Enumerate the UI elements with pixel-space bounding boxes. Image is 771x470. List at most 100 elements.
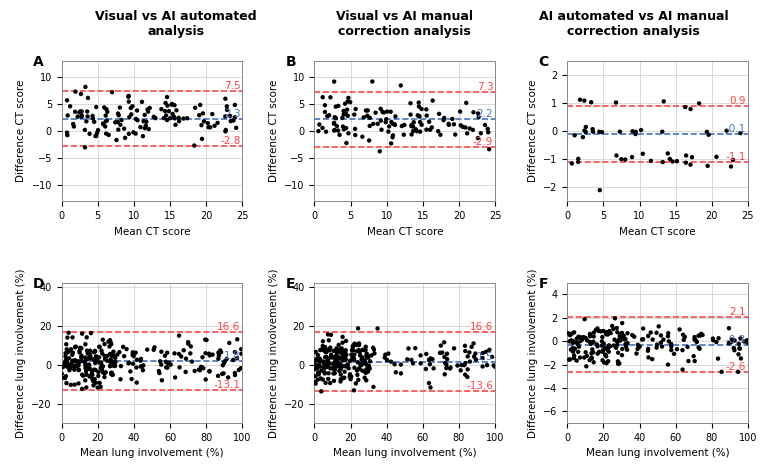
Point	[344, 373, 356, 380]
Point	[665, 346, 678, 354]
Point	[404, 100, 416, 107]
Point	[590, 326, 602, 334]
Point	[106, 357, 118, 365]
Point	[126, 351, 139, 359]
Point	[396, 122, 408, 130]
Point	[340, 337, 352, 345]
Point	[598, 340, 610, 347]
Point	[569, 345, 581, 352]
Point	[467, 340, 480, 347]
Point	[613, 360, 625, 367]
Point	[578, 354, 591, 361]
Point	[117, 343, 130, 351]
Point	[567, 339, 579, 346]
Point	[380, 116, 392, 123]
Point	[130, 115, 142, 123]
Point	[339, 356, 352, 364]
Point	[182, 340, 194, 347]
Point	[169, 115, 181, 122]
Point	[735, 355, 747, 362]
Point	[406, 131, 418, 138]
Point	[455, 122, 467, 129]
Point	[340, 362, 352, 370]
Point	[685, 161, 697, 168]
Point	[92, 384, 104, 391]
Point	[184, 343, 197, 350]
Text: 16.6: 16.6	[217, 322, 241, 332]
Point	[419, 365, 432, 373]
Point	[87, 115, 99, 122]
Point	[354, 348, 366, 356]
Point	[412, 112, 425, 120]
Point	[76, 108, 88, 115]
Point	[339, 355, 352, 363]
Point	[76, 357, 88, 365]
Point	[476, 349, 489, 357]
Point	[329, 356, 342, 364]
Point	[382, 350, 395, 357]
Point	[99, 112, 112, 119]
Point	[481, 361, 493, 369]
Text: C: C	[538, 55, 549, 70]
Point	[437, 117, 449, 124]
Point	[204, 352, 216, 359]
Point	[93, 343, 106, 351]
Point	[362, 353, 375, 361]
Point	[332, 355, 344, 362]
Point	[142, 108, 154, 115]
Point	[600, 330, 612, 338]
Point	[413, 113, 426, 120]
Point	[77, 372, 89, 379]
Point	[216, 370, 228, 378]
Point	[619, 336, 631, 343]
Point	[161, 349, 173, 356]
Point	[338, 368, 351, 376]
Point	[79, 359, 91, 366]
Point	[338, 350, 350, 358]
Point	[434, 349, 446, 357]
Point	[564, 331, 576, 339]
Point	[86, 376, 99, 383]
Point	[65, 345, 77, 353]
Point	[109, 354, 121, 362]
Point	[63, 367, 76, 374]
Point	[420, 106, 433, 113]
Point	[340, 351, 352, 359]
Point	[118, 352, 130, 360]
Point	[578, 127, 591, 134]
Point	[596, 342, 608, 349]
Point	[318, 347, 331, 355]
Point	[66, 351, 79, 359]
Point	[79, 341, 92, 348]
Point	[381, 356, 393, 364]
Point	[386, 118, 398, 125]
Point	[159, 107, 171, 115]
Point	[695, 330, 707, 337]
Point	[61, 334, 73, 341]
Point	[69, 357, 82, 365]
Point	[325, 94, 337, 101]
Point	[123, 113, 136, 121]
Point	[407, 123, 419, 130]
Point	[123, 360, 135, 367]
Point	[328, 126, 341, 134]
Point	[470, 356, 482, 363]
Point	[576, 336, 588, 343]
Point	[673, 326, 685, 333]
Point	[568, 352, 581, 359]
Point	[459, 371, 471, 378]
Point	[375, 126, 388, 133]
Point	[207, 351, 219, 358]
Point	[415, 360, 427, 367]
Point	[458, 361, 470, 369]
Point	[161, 102, 173, 110]
Point	[212, 355, 224, 362]
Point	[95, 383, 107, 391]
Point	[356, 133, 369, 141]
Point	[59, 372, 72, 380]
Point	[59, 374, 71, 382]
Point	[134, 363, 146, 370]
Text: 1.8: 1.8	[224, 351, 241, 361]
Point	[136, 98, 148, 106]
Point	[565, 346, 577, 353]
